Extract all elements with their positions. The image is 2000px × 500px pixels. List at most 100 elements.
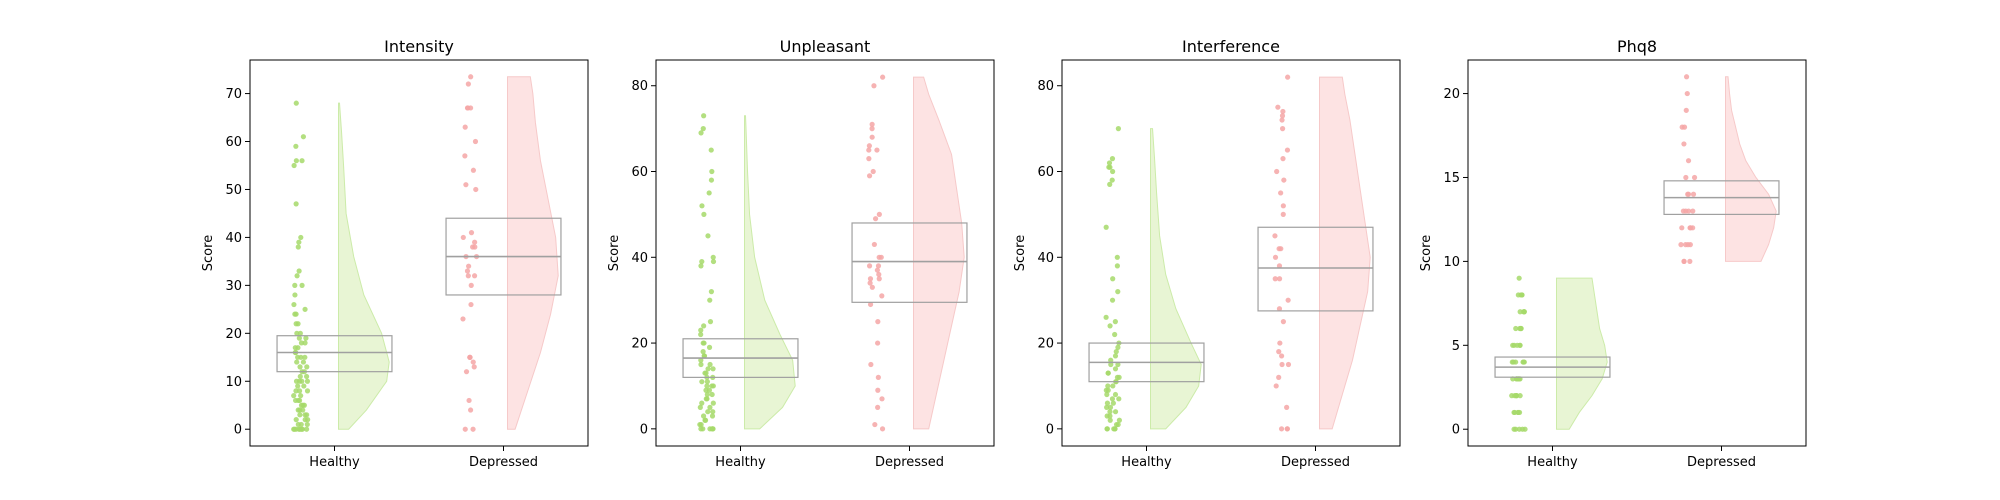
panel-unpleasant: 0 20 40 60 80 Healthy Depressed Unpleasant Score [607,37,995,470]
data-point [705,233,711,239]
y-tick-label: 80 [1037,79,1054,94]
x-tick-label: Healthy [715,455,766,470]
data-point [875,404,881,410]
y-tick-label: 40 [225,231,242,246]
data-point [1511,426,1517,432]
data-point [1679,225,1685,231]
data-point [298,393,304,399]
data-point [300,134,306,140]
data-point [299,282,305,288]
data-point [1690,208,1696,214]
y-tick-label: 80 [631,79,648,94]
data-point [1112,331,1118,338]
data-point [1115,344,1121,350]
data-point [293,426,299,432]
data-point [1285,74,1291,80]
data-point [874,267,881,273]
data-point [1272,254,1279,260]
y-tick-label: 60 [225,135,242,150]
x-tick-label: Healthy [309,455,360,470]
data-point [707,404,713,410]
data-point [1280,108,1286,115]
data-point [1115,361,1121,368]
data-point [293,388,299,394]
y-tick-label: 60 [631,165,648,180]
data-point [1114,263,1120,269]
data-point [1108,357,1114,363]
data-point [1115,421,1121,428]
data-point [1683,174,1689,181]
data-point [867,276,874,282]
data-point [1678,242,1684,248]
data-point [1285,361,1292,368]
data-point [706,190,712,196]
data-point [1515,409,1521,416]
data-point [698,331,704,338]
data-point [463,369,470,375]
data-point [296,239,302,245]
data-point [706,344,713,350]
data-point [1109,156,1116,162]
data-point [1110,383,1116,389]
data-point [291,301,297,308]
data-point [1104,404,1110,410]
data-point [710,409,716,415]
data-point [869,284,875,290]
data-point [710,254,716,260]
y-axis-label: Score [1419,235,1434,271]
data-point [1112,409,1119,415]
data-point [709,391,715,398]
data-point [710,383,716,389]
data-point [1522,426,1528,432]
data-point [1284,147,1291,153]
data-point [468,230,475,236]
data-point [1691,174,1698,181]
chart-title: Phq8 [1617,37,1657,56]
data-point [876,254,882,260]
data-point [296,335,302,341]
cloud-healthy [744,115,796,430]
x-tick-label: Depressed [875,455,944,470]
data-point [295,383,301,389]
data-point [293,378,300,384]
data-point [304,378,311,384]
data-point [302,354,308,360]
data-point [1116,417,1122,423]
data-point [1103,314,1109,320]
data-point [1685,158,1692,164]
data-point [702,370,708,376]
data-point [465,81,471,87]
data-point [471,364,477,370]
data-point [1517,309,1523,315]
data-point [705,409,711,415]
data-point [294,359,300,365]
data-point [1109,396,1116,402]
data-point [868,361,874,368]
data-point [869,134,875,140]
cloud-healthy [1556,277,1608,430]
data-point [1105,370,1111,376]
data-point [704,383,710,389]
panel-phq8: 0 5 10 15 20 Healthy Depressed Phq8 Score [1419,37,1807,470]
y-tick-label: 10 [1443,255,1460,270]
data-point [297,373,303,380]
data-point [1112,353,1119,359]
data-point [1110,168,1116,175]
data-point [1107,181,1113,187]
data-point [470,426,476,432]
data-point [296,388,303,394]
data-point [703,396,709,402]
data-point [867,301,874,308]
data-point [298,234,304,241]
box-depressed [851,222,968,303]
cloud-depressed [507,76,559,430]
data-point [1279,113,1286,119]
y-tick-label: 0 [1046,422,1054,437]
data-point [876,211,882,217]
cloud-depressed [1725,76,1777,262]
data-point [871,83,877,89]
data-point [1107,417,1113,423]
data-point [460,234,466,241]
data-point [298,354,304,360]
cloud-healthy [338,102,390,430]
